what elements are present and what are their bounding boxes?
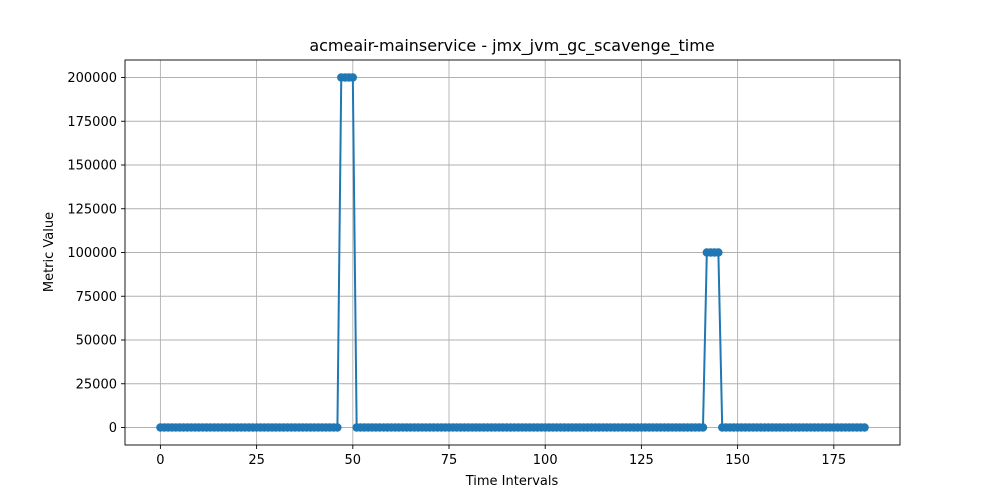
x-tick-label: 100 — [533, 453, 558, 468]
y-tick-label: 125000 — [67, 202, 117, 217]
x-tick-label: 175 — [821, 453, 846, 468]
data-point — [860, 423, 869, 432]
y-tick-label: 0 — [109, 421, 117, 436]
x-tick-label: 150 — [725, 453, 750, 468]
y-tick-label: 50000 — [76, 334, 117, 349]
data-point — [333, 423, 342, 432]
y-tick-label: 150000 — [67, 159, 117, 174]
y-tick-label: 200000 — [67, 71, 117, 86]
x-tick-label: 50 — [345, 453, 362, 468]
x-tick-label: 125 — [629, 453, 654, 468]
y-tick-label: 100000 — [67, 246, 117, 261]
y-tick-label: 175000 — [67, 115, 117, 130]
x-axis-label: Time Intervals — [465, 474, 559, 489]
y-tick-label: 25000 — [76, 377, 117, 392]
axis-ticks: 0 25 50 75 100 125 150 175 0 25000 50000 75000 10000… — [67, 71, 846, 468]
x-tick-label: 25 — [248, 453, 265, 468]
x-tick-label: 75 — [441, 453, 458, 468]
x-tick-label: 0 — [156, 453, 164, 468]
data-point — [698, 423, 708, 432]
data-point — [348, 73, 358, 82]
y-axis-label: Metric Value — [42, 212, 57, 292]
chart-title: acmeair-mainservice - jmx_jvm_gc_scaveng… — [309, 36, 714, 56]
series — [156, 73, 869, 432]
data-point — [714, 248, 723, 257]
y-tick-label: 75000 — [76, 290, 117, 305]
